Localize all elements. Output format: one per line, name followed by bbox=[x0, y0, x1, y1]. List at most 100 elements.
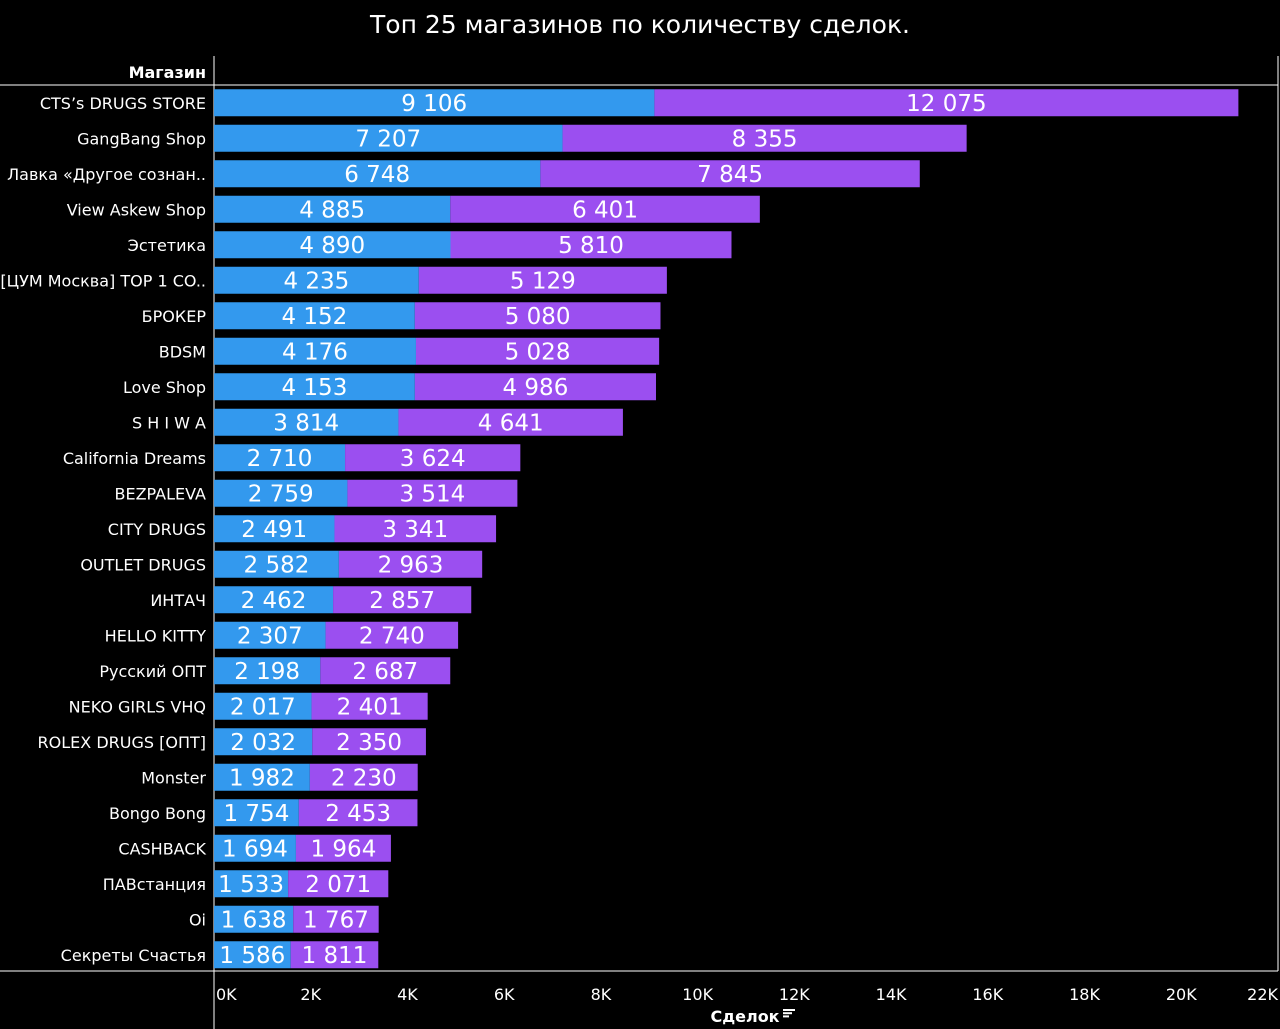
category-label: ПАВстанция bbox=[103, 875, 206, 894]
data-label: 2 401 bbox=[337, 694, 403, 720]
bar-segment bbox=[320, 657, 451, 685]
category-label: Oi bbox=[189, 910, 206, 929]
bar-segment bbox=[214, 515, 335, 543]
sort-icon-bar bbox=[783, 1012, 792, 1015]
bar-segment bbox=[214, 905, 294, 933]
x-tick-label: 4K bbox=[397, 985, 418, 1004]
bar-segment bbox=[214, 550, 339, 578]
bar-segment bbox=[214, 941, 291, 969]
sort-icon-bar bbox=[783, 1015, 789, 1018]
data-label: 4 176 bbox=[282, 339, 348, 365]
bar-segment bbox=[214, 266, 419, 294]
category-label: BEZPALEVA bbox=[114, 484, 206, 503]
bar-segment bbox=[295, 834, 391, 862]
data-label: 2 582 bbox=[244, 552, 310, 578]
bar-segment bbox=[347, 479, 518, 507]
data-label: 4 641 bbox=[478, 410, 544, 436]
bar-segment bbox=[414, 373, 656, 401]
data-label: 2 963 bbox=[378, 552, 444, 578]
data-label: 2 017 bbox=[230, 694, 296, 720]
bar-segment bbox=[338, 550, 483, 578]
bar-segment bbox=[325, 621, 459, 649]
bar-segment bbox=[290, 941, 379, 969]
data-label: 2 453 bbox=[325, 801, 391, 827]
data-label: 4 890 bbox=[299, 233, 365, 259]
data-label: 2 857 bbox=[369, 588, 435, 614]
x-tick-label: 16K bbox=[972, 985, 1003, 1004]
data-label: 3 624 bbox=[400, 446, 466, 472]
bar-segment bbox=[214, 870, 289, 898]
category-label: Love Shop bbox=[123, 378, 206, 397]
data-label: 2 710 bbox=[247, 446, 313, 472]
data-label: 5 028 bbox=[505, 339, 571, 365]
x-tick-label: 6K bbox=[494, 985, 515, 1004]
data-label: 1 533 bbox=[218, 872, 284, 898]
bar-segment bbox=[415, 337, 660, 365]
bar-segment bbox=[214, 195, 451, 223]
bars-group: 9 106 12 075 7 207 8 355 6 748 7 845 4 885 6 40… bbox=[214, 89, 1239, 969]
category-label: Эстетика bbox=[128, 236, 206, 255]
bar-segment bbox=[214, 763, 310, 791]
bar-segment bbox=[333, 586, 472, 614]
data-label: 9 106 bbox=[401, 91, 467, 117]
data-label: 2 462 bbox=[241, 588, 307, 614]
data-label: 7 845 bbox=[697, 162, 763, 188]
x-tick-label: 22K bbox=[1247, 985, 1278, 1004]
bar-segment bbox=[214, 160, 541, 188]
data-label: 2 740 bbox=[359, 623, 425, 649]
data-label: 2 687 bbox=[352, 659, 418, 685]
bar-segment bbox=[214, 479, 348, 507]
bar-segment bbox=[293, 905, 379, 933]
bar-segment bbox=[414, 302, 661, 330]
data-label: 5 810 bbox=[558, 233, 624, 259]
bar-segment bbox=[654, 89, 1239, 117]
bar-segment bbox=[214, 408, 399, 436]
data-label: 4 152 bbox=[281, 304, 347, 330]
bar-segment bbox=[214, 657, 321, 685]
bar-segment bbox=[398, 408, 623, 436]
bar-segment bbox=[214, 231, 451, 259]
category-label: Bongo Bong bbox=[109, 804, 206, 823]
category-label: [ЦУМ Москва] TOP 1 CO.. bbox=[0, 271, 206, 290]
bar-segment bbox=[345, 444, 521, 472]
bar-segment bbox=[214, 302, 415, 330]
category-label: CASHBACK bbox=[118, 839, 206, 858]
data-label: 2 198 bbox=[234, 659, 300, 685]
bar-segment bbox=[418, 266, 667, 294]
bar-segment bbox=[214, 337, 416, 365]
data-label: 2 759 bbox=[248, 481, 314, 507]
data-label: 6 748 bbox=[344, 162, 410, 188]
chart-title: Топ 25 магазинов по количеству сделок. bbox=[370, 10, 910, 39]
bar-segment bbox=[214, 124, 563, 152]
data-label: 1 638 bbox=[221, 907, 287, 933]
row-header: Магазин bbox=[129, 63, 206, 82]
category-label: ИНТАЧ bbox=[150, 591, 206, 610]
category-label: Monster bbox=[141, 768, 206, 787]
x-tick-label: 0K bbox=[216, 985, 237, 1004]
data-label: 4 235 bbox=[283, 268, 349, 294]
data-label: 2 032 bbox=[230, 730, 296, 756]
bar-segment bbox=[562, 124, 967, 152]
bar-segment bbox=[214, 728, 313, 756]
data-label: 3 514 bbox=[399, 481, 465, 507]
category-label: GangBang Shop bbox=[77, 129, 206, 148]
category-label: OUTLET DRUGS bbox=[80, 555, 206, 574]
bar-segment bbox=[450, 231, 732, 259]
x-axis: 0K 2K 4K 6K 8K 10K 12K 14K 16K 18K 20K 22K Сделок bbox=[216, 985, 1279, 1026]
bar-segment bbox=[540, 160, 920, 188]
data-label: 2 491 bbox=[241, 517, 307, 543]
data-label: 3 341 bbox=[382, 517, 448, 543]
bar-segment bbox=[334, 515, 497, 543]
bar-segment bbox=[214, 621, 326, 649]
bar-segment bbox=[214, 799, 299, 827]
x-tick-label: 20K bbox=[1166, 985, 1197, 1004]
category-label: ROLEX DRUGS [ОПТ] bbox=[38, 733, 206, 752]
data-label: 8 355 bbox=[732, 126, 798, 152]
category-label: БРОКЕР bbox=[142, 307, 207, 326]
sort-icon[interactable] bbox=[783, 1009, 795, 1018]
data-label: 2 350 bbox=[336, 730, 402, 756]
category-label: Секреты Счастья bbox=[61, 946, 206, 965]
data-label: 1 694 bbox=[222, 836, 288, 862]
bar-segment bbox=[214, 692, 312, 720]
sort-icon-bar bbox=[783, 1009, 795, 1011]
